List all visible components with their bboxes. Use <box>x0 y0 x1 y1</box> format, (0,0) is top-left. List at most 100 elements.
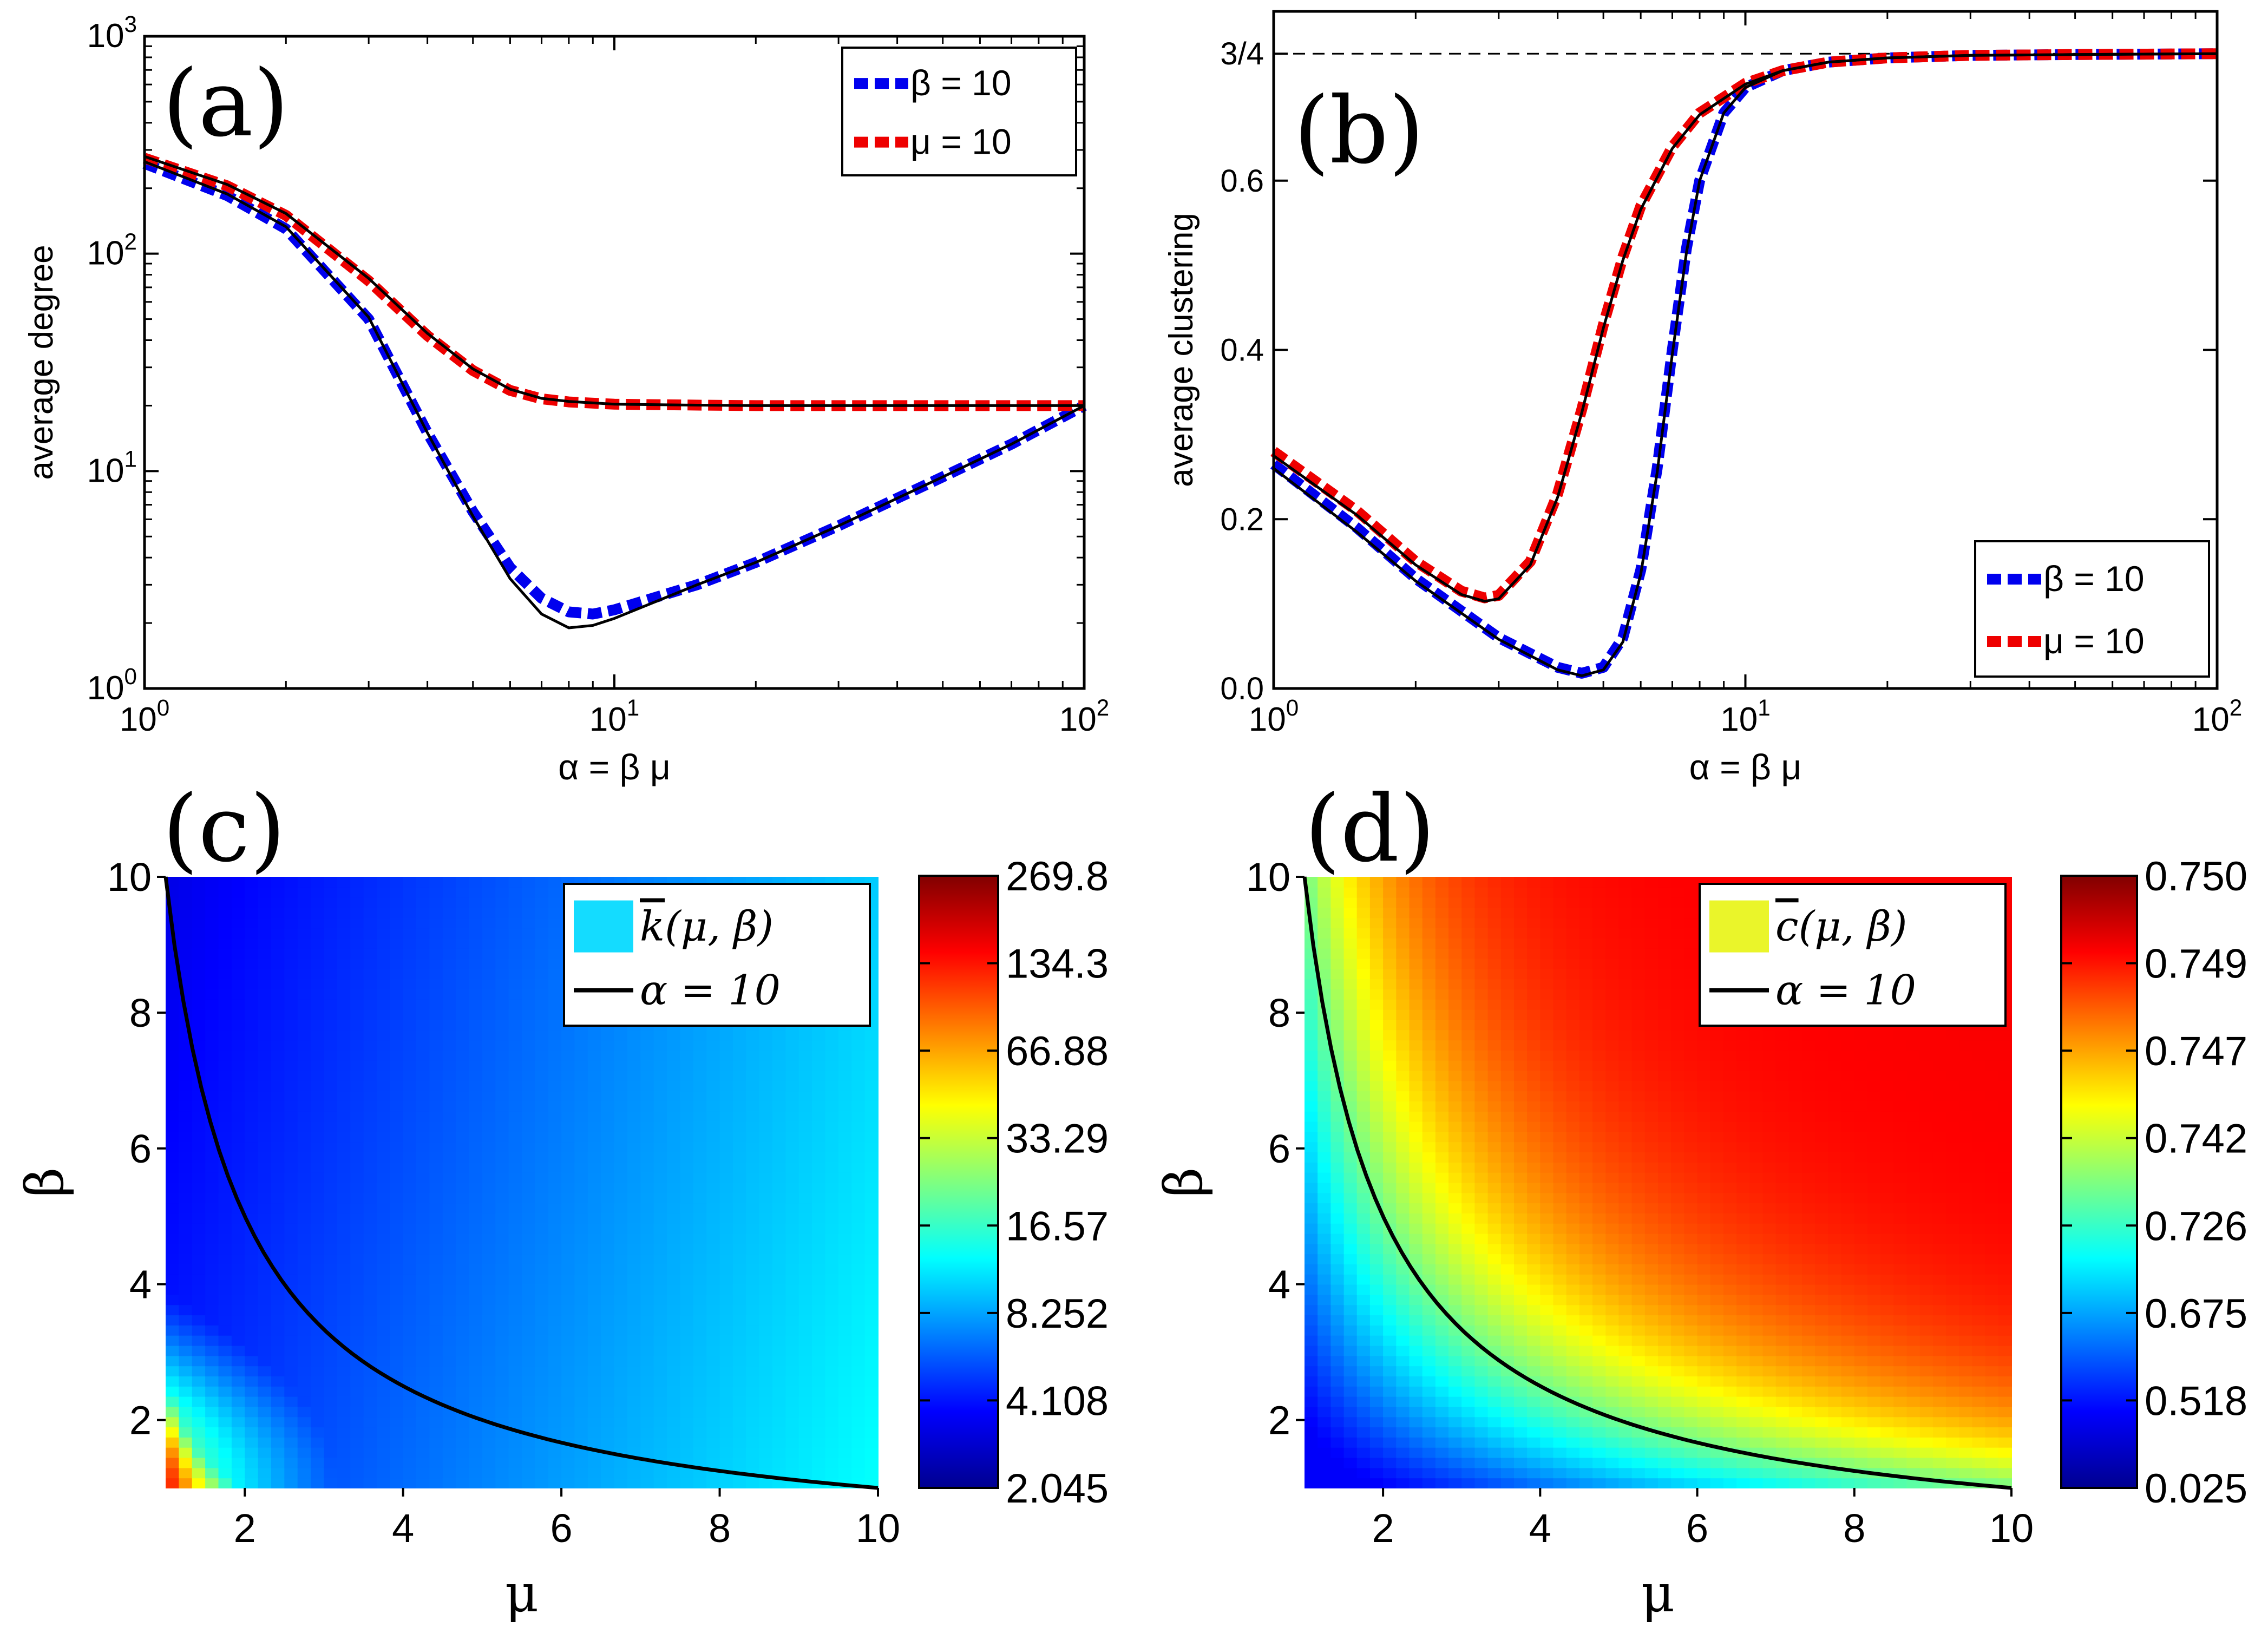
heatmap-cell <box>1356 1478 1371 1488</box>
heatmap-cell <box>166 1284 180 1295</box>
heatmap-cell <box>759 1345 774 1356</box>
heatmap-cell <box>205 1152 219 1163</box>
heatmap-cell <box>1461 1233 1476 1244</box>
heatmap-cell <box>1305 1203 1319 1213</box>
heatmap-cell <box>1383 1152 1397 1163</box>
heatmap-cell <box>258 1101 272 1112</box>
heatmap-cell <box>482 1192 496 1204</box>
y-tick-label: 6 <box>129 1126 152 1171</box>
heatmap-cell <box>508 1172 522 1183</box>
heatmap-cell <box>759 1152 774 1163</box>
heatmap-cell <box>535 989 549 1000</box>
heatmap-cell <box>1618 928 1633 939</box>
heatmap-cell <box>495 1304 509 1316</box>
heatmap-cell <box>1369 907 1384 919</box>
heatmap-cell <box>324 1386 338 1397</box>
heatmap-cell <box>1474 1324 1489 1336</box>
heatmap-cell <box>1527 1070 1541 1081</box>
heatmap-cell <box>719 1304 733 1316</box>
heatmap-cell <box>363 917 377 929</box>
heatmap-cell <box>469 1141 483 1152</box>
heatmap-cell <box>746 1447 760 1458</box>
heatmap-cell <box>403 1080 417 1092</box>
heatmap-cell <box>522 1436 536 1448</box>
heatmap-cell <box>1579 1070 1594 1081</box>
heatmap-cell <box>1448 1111 1463 1122</box>
heatmap-cell <box>1305 1457 1319 1468</box>
heatmap-cell <box>522 1152 536 1163</box>
heatmap-cell <box>812 1366 826 1376</box>
heatmap-cell <box>508 1457 522 1468</box>
heatmap-cell <box>482 1172 496 1183</box>
heatmap-cell <box>1409 1049 1423 1061</box>
heatmap-cell <box>601 1172 615 1183</box>
heatmap-cell <box>667 1345 681 1356</box>
heatmap-cell <box>1409 1427 1423 1438</box>
heatmap-cell <box>350 1141 364 1152</box>
heatmap-cell <box>561 1467 575 1479</box>
heatmap-cell <box>838 1070 853 1081</box>
heatmap-cell <box>271 1304 285 1316</box>
heatmap-cell <box>508 1121 522 1132</box>
heatmap-cell <box>614 1345 628 1356</box>
heatmap-cell <box>363 1049 377 1061</box>
heatmap-cell <box>838 1264 853 1275</box>
heatmap-cell <box>1514 989 1528 1000</box>
heatmap-cell <box>205 958 219 969</box>
heatmap-cell <box>1305 1091 1319 1101</box>
heatmap-cell <box>1579 1172 1594 1183</box>
heatmap-cell <box>825 1172 839 1183</box>
heatmap-cell <box>1343 1355 1358 1367</box>
heatmap-cell <box>746 1182 760 1193</box>
heatmap-cell <box>166 1396 180 1407</box>
heatmap-cell <box>376 1294 391 1305</box>
heatmap-cell <box>785 1070 799 1081</box>
heatmap-cell <box>495 999 509 1010</box>
heatmap-cell <box>469 1243 483 1255</box>
heatmap-cell <box>825 1212 839 1224</box>
heatmap-cell <box>429 1182 443 1193</box>
heatmap-cell <box>680 1396 694 1407</box>
heatmap-cell <box>363 1376 377 1387</box>
heatmap-cell <box>469 1182 483 1193</box>
heatmap-cell <box>1317 1254 1332 1264</box>
heatmap-cell <box>1396 1019 1410 1031</box>
heatmap-cell <box>1487 958 1502 969</box>
heatmap-cell <box>1330 1192 1345 1204</box>
heatmap-cell <box>574 1467 588 1479</box>
heatmap-cell <box>522 1366 536 1376</box>
heatmap-cell <box>851 1172 866 1183</box>
heatmap-cell <box>864 1406 879 1418</box>
heatmap-cell <box>1579 1060 1594 1071</box>
heatmap-cell <box>1435 917 1450 929</box>
heatmap-cell <box>653 1162 668 1173</box>
heatmap-cell <box>1435 887 1450 898</box>
heatmap-cell <box>785 1243 799 1255</box>
heatmap-cell <box>297 1233 312 1244</box>
heatmap-cell <box>192 1243 206 1255</box>
heatmap-cell <box>1592 1029 1607 1041</box>
heatmap-cell <box>1553 948 1567 959</box>
heatmap-cell <box>1317 928 1332 939</box>
heatmap-cell <box>205 1478 219 1488</box>
heatmap-cell <box>429 1080 443 1092</box>
heatmap-cell <box>482 907 496 919</box>
heatmap-cell <box>271 1029 285 1041</box>
heatmap-cell <box>324 1070 338 1081</box>
heatmap-cell <box>350 1294 364 1305</box>
heatmap-cell <box>614 1182 628 1193</box>
heatmap-cell <box>403 887 417 898</box>
heatmap-cell <box>429 1427 443 1438</box>
heatmap-cell <box>324 968 338 980</box>
heatmap-cell <box>1317 917 1332 929</box>
heatmap-cell <box>1474 1366 1489 1376</box>
heatmap-cell <box>416 1192 430 1204</box>
heatmap-cell <box>271 887 285 898</box>
heatmap-cell <box>179 1416 193 1428</box>
heatmap-cell <box>403 1009 417 1020</box>
heatmap-cell <box>706 1060 720 1071</box>
heatmap-cell <box>337 877 351 888</box>
heatmap-cell <box>798 1447 813 1458</box>
heatmap-cell <box>825 1304 839 1316</box>
heatmap-cell <box>1540 1080 1554 1092</box>
